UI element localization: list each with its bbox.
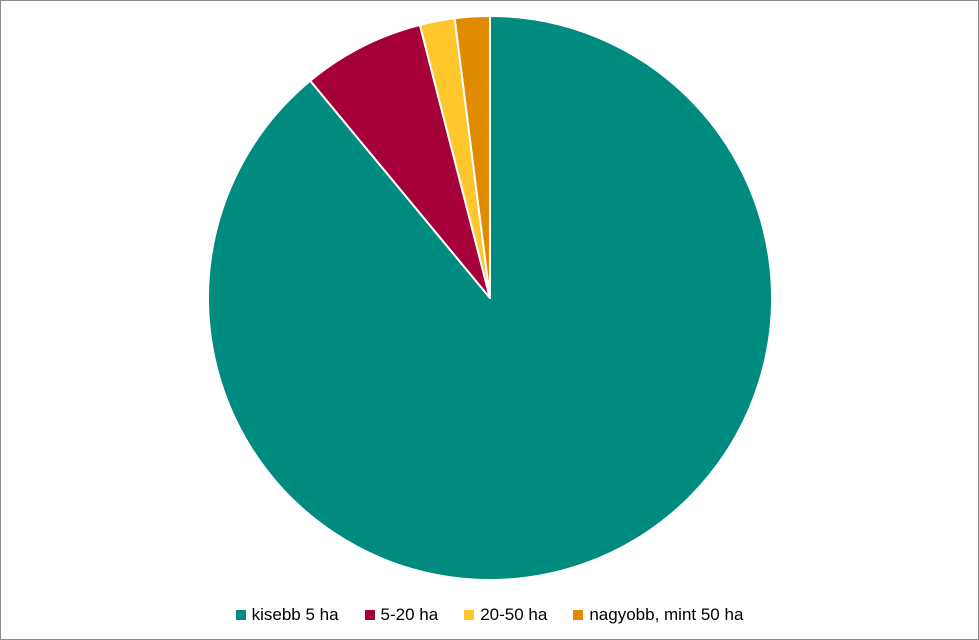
legend-swatch-1 bbox=[364, 610, 375, 620]
legend-label-3: nagyobb, mint 50 ha bbox=[589, 605, 744, 624]
pie-slice-3 bbox=[453, 15, 491, 299]
legend-swatch-2 bbox=[464, 610, 475, 620]
legend-label-0: kisebb 5 ha bbox=[251, 605, 339, 624]
pie-chart bbox=[207, 15, 773, 581]
legend-label-1: 5-20 ha bbox=[380, 605, 439, 624]
legend-item-1: 5-20 ha bbox=[364, 605, 439, 625]
legend-item-3: nagyobb, mint 50 ha bbox=[573, 605, 743, 625]
legend-swatch-0 bbox=[235, 610, 246, 620]
legend: kisebb 5 ha 5-20 ha 20-50 ha nagyobb, mint … bbox=[1, 601, 978, 629]
legend-swatch-3 bbox=[573, 610, 584, 620]
pie-slice-0 bbox=[207, 15, 773, 581]
pie-slice-1 bbox=[309, 23, 491, 299]
legend-label-2: 20-50 ha bbox=[480, 605, 548, 624]
legend-item-2: 20-50 ha bbox=[464, 605, 547, 625]
legend-item-0: kisebb 5 ha bbox=[235, 605, 339, 625]
